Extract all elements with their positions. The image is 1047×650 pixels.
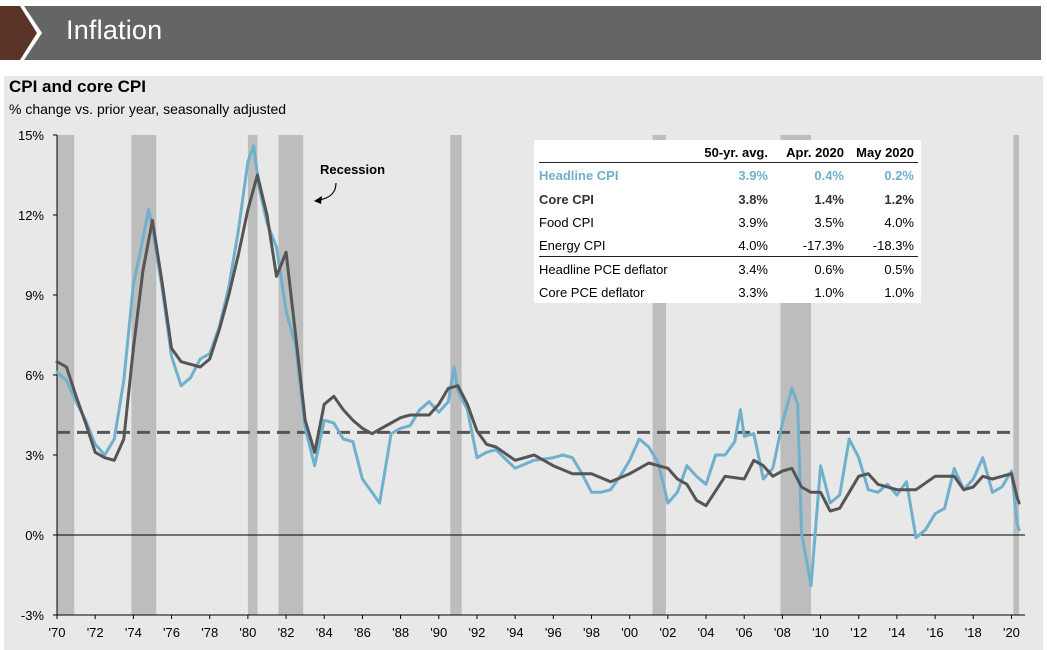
recession-annotation: Recession [314,162,385,204]
x-tick-label: '76 [163,625,180,640]
row-label: Headline CPI [539,168,619,183]
x-tick-label: '84 [316,625,333,640]
table-row: Food CPI 3.9% 3.5% 4.0% [539,210,918,233]
table-header-apr: Apr. 2020 [786,145,844,160]
row-value: -18.3% [872,238,914,253]
x-tick-label: '04 [698,625,715,640]
row-value: 0.6% [814,262,844,277]
x-tick-label: '92 [468,625,485,640]
row-label: Headline PCE deflator [539,262,668,277]
x-tick-label: '72 [87,625,104,640]
x-tick-label: '18 [965,625,982,640]
row-value: 3.4% [738,262,768,277]
y-tick-label: 0% [25,528,44,543]
row-value: 3.5% [814,215,844,230]
row-value: 4.0% [738,238,768,253]
x-tick-label: '98 [583,625,600,640]
recession-band [131,135,157,615]
table-header-may: May 2020 [856,145,914,160]
row-value: 3.8% [738,192,768,207]
recession-band [1013,135,1020,615]
row-value: 0.4% [814,168,844,183]
row-label: Food CPI [539,215,594,230]
x-tick-label: '82 [278,625,295,640]
x-tick-label: '80 [239,625,256,640]
core-cpi-line [55,173,1021,513]
inflation-stats-table: 50-yr. avg. Apr. 2020 May 2020 Headline … [534,140,921,303]
x-tick-label: '16 [927,625,944,640]
x-tick-label: '88 [392,625,409,640]
row-value: 0.2% [884,168,914,183]
x-tick-label: '74 [125,625,142,640]
x-tick-label: '00 [621,625,638,640]
x-tick-label: '96 [545,625,562,640]
x-tick-label: '12 [850,625,867,640]
page-title: Inflation [66,15,163,45]
x-tick-label: '78 [201,625,218,640]
row-value: -17.3% [802,238,844,253]
y-tick-label: 15% [18,128,44,143]
table-divider [539,162,918,163]
y-tick-label: 9% [25,288,44,303]
row-value: 4.0% [884,215,914,230]
row-value: 1.0% [884,285,914,300]
recession-arrowhead [314,196,322,204]
table-row: Core CPI 3.8% 1.4% 1.2% [539,187,918,210]
axes [53,134,1025,619]
recession-band [247,135,258,615]
table-row: Core PCE deflator 3.3% 1.0% 1.0% [539,280,918,303]
x-tick-label: '94 [507,625,524,640]
y-tick-label: 6% [25,368,44,383]
recession-arrow-icon [318,182,337,201]
x-tick-label: '14 [888,625,905,640]
recession-label: Recession [320,162,385,177]
chart-title: CPI and core CPI [9,77,146,96]
chevron-arrow-icon [0,6,42,60]
chart-subtitle: % change vs. prior year, seasonally adju… [9,101,287,117]
row-label: Core CPI [539,192,594,207]
x-tick-label: '08 [774,625,791,640]
row-value: 1.0% [814,285,844,300]
table-row: Energy CPI 4.0% -17.3% -18.3% [539,233,918,256]
x-tick-label: '02 [659,625,676,640]
y-tick-label: 12% [18,208,44,223]
header-banner [0,6,1041,60]
table-row: Headline PCE deflator 3.4% 0.6% 0.5% [539,257,918,280]
row-label: Energy CPI [539,238,606,253]
x-tick-label: '70 [49,625,66,640]
x-tick-label: '06 [736,625,753,640]
x-tick-label: '10 [812,625,829,640]
table-row: Headline CPI 3.9% 0.4% 0.2% [539,163,918,186]
x-tick-label: '86 [354,625,371,640]
row-value: 3.3% [738,285,768,300]
row-value: 3.9% [738,168,768,183]
row-value: 1.2% [884,192,914,207]
row-label: Core PCE deflator [539,285,645,300]
table-header-row: 50-yr. avg. Apr. 2020 May 2020 [539,140,918,163]
row-value: 1.4% [814,192,844,207]
tick-labels: -3% 0% 3% 6% 9% 12% 15% '70 '72 '74 '76 '78 '80 '82 '8… [18,128,1020,640]
row-value: 0.5% [884,262,914,277]
y-tick-label: -3% [21,608,45,623]
recession-band [57,135,75,615]
x-tick-label: '20 [1003,625,1020,640]
series-layer [55,144,1021,588]
row-value: 3.9% [738,215,768,230]
table-divider [539,256,918,257]
y-tick-label: 3% [25,448,44,463]
table-header-50yr: 50-yr. avg. [704,145,768,160]
x-tick-label: '90 [430,625,447,640]
